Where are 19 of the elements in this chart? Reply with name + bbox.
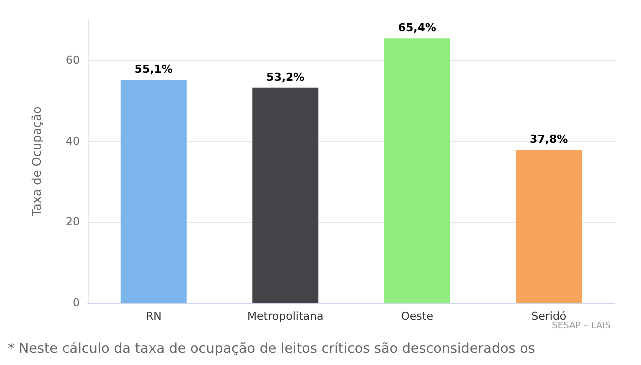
y-axis-title: Taxa de Ocupação: [30, 106, 44, 218]
y-tick-label: 60: [66, 54, 80, 67]
bar: [516, 150, 582, 303]
bar: [120, 80, 187, 303]
y-tick-label: 20: [66, 216, 80, 229]
y-tick-label: 0: [73, 296, 80, 310]
data-label: 37,8%: [530, 133, 568, 146]
bar: [384, 38, 450, 303]
bar: [252, 88, 319, 303]
x-tick-label: Oeste: [401, 310, 434, 323]
x-tick-label: Seridó: [532, 310, 567, 323]
data-label: 53,2%: [266, 70, 305, 84]
x-tick-label: RN: [146, 310, 162, 323]
x-tick-label: Metropolitana: [248, 310, 324, 323]
data-label: 65,4%: [398, 22, 436, 35]
data-label: 55,1%: [134, 63, 173, 76]
y-tick-label: 40: [66, 134, 80, 148]
text: * Neste cálculo da taxa de ocupação de leitos críticos são desconsiderados os: [8, 341, 536, 357]
text: SESAP – LAIS: [552, 322, 612, 332]
